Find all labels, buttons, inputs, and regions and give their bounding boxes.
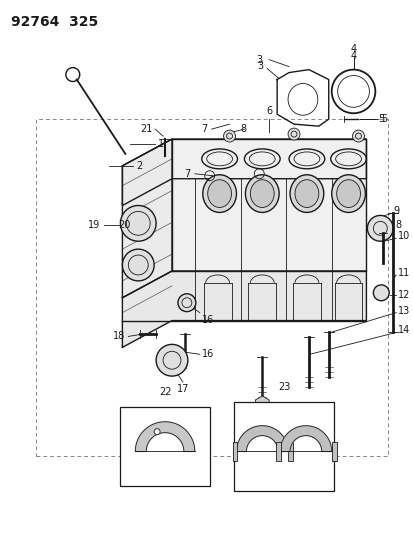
Text: 2: 2 <box>136 161 142 171</box>
Text: 23: 23 <box>277 382 290 392</box>
Text: 3: 3 <box>256 55 261 64</box>
Text: 20: 20 <box>118 220 130 230</box>
Text: 10: 10 <box>397 231 409 241</box>
Circle shape <box>156 344 188 376</box>
Text: 13: 13 <box>397 305 409 316</box>
Bar <box>234 402 333 491</box>
Bar <box>36 119 387 456</box>
Circle shape <box>366 215 392 241</box>
Text: 16: 16 <box>201 349 214 359</box>
Bar <box>275 441 280 462</box>
Text: 15: 15 <box>290 416 303 426</box>
Text: 9: 9 <box>392 206 399 216</box>
Text: 18: 18 <box>113 332 125 342</box>
Polygon shape <box>280 426 331 451</box>
Text: 17: 17 <box>176 384 189 394</box>
Polygon shape <box>122 139 171 298</box>
Circle shape <box>154 429 160 434</box>
Text: 7: 7 <box>201 124 207 134</box>
Polygon shape <box>122 139 366 206</box>
Ellipse shape <box>294 180 318 207</box>
Text: 4: 4 <box>350 44 356 54</box>
Text: 11: 11 <box>397 268 409 278</box>
Text: 6: 6 <box>266 106 272 116</box>
Ellipse shape <box>202 175 236 213</box>
Text: 14: 14 <box>397 326 409 335</box>
Ellipse shape <box>250 180 273 207</box>
Text: 22: 22 <box>159 387 171 397</box>
Bar <box>232 441 237 462</box>
Circle shape <box>352 130 363 142</box>
Circle shape <box>178 294 195 312</box>
Text: 3: 3 <box>256 61 263 71</box>
Text: 8: 8 <box>240 124 246 134</box>
Text: 1: 1 <box>158 139 164 149</box>
Ellipse shape <box>207 180 231 207</box>
Bar <box>287 441 292 462</box>
Text: 21: 21 <box>140 124 152 134</box>
Polygon shape <box>135 422 195 451</box>
Text: 4: 4 <box>350 51 356 61</box>
Polygon shape <box>171 139 366 271</box>
Text: 7: 7 <box>184 169 190 179</box>
Ellipse shape <box>290 175 323 213</box>
Circle shape <box>223 130 235 142</box>
Ellipse shape <box>331 175 365 213</box>
Circle shape <box>287 128 299 140</box>
Text: 5: 5 <box>380 114 387 124</box>
Text: 16: 16 <box>201 314 214 325</box>
Ellipse shape <box>336 180 360 207</box>
Circle shape <box>120 206 156 241</box>
Bar <box>331 441 336 462</box>
Text: 19: 19 <box>88 220 100 230</box>
Bar <box>120 407 209 486</box>
Ellipse shape <box>245 175 278 213</box>
Circle shape <box>122 249 154 281</box>
Polygon shape <box>236 426 287 451</box>
Text: 5: 5 <box>377 114 384 124</box>
Text: 12: 12 <box>397 290 410 300</box>
Circle shape <box>373 285 388 301</box>
Text: 8: 8 <box>394 220 400 230</box>
Polygon shape <box>122 271 366 348</box>
Text: 92764  325: 92764 325 <box>11 15 98 29</box>
